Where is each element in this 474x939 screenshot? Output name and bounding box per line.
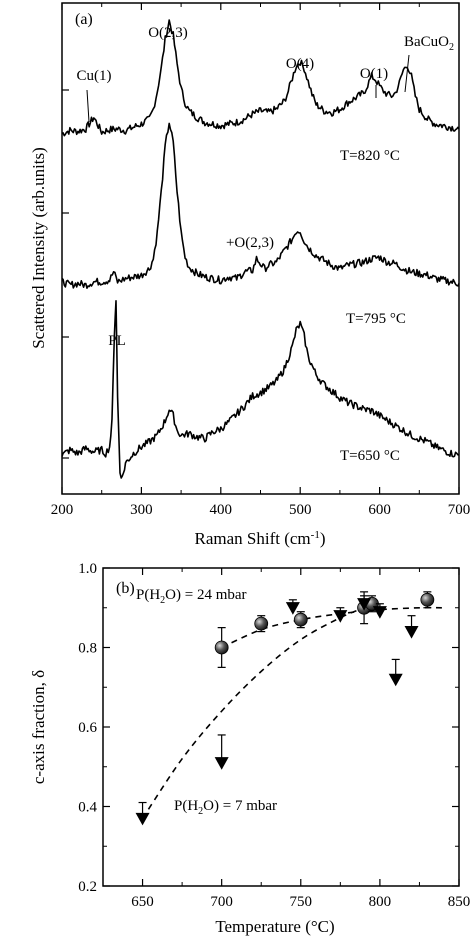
- panel-a-x-tick-label: 600: [368, 502, 391, 518]
- annotation-bacuo2: BaCuO2: [404, 34, 454, 53]
- annotation-cu1: Cu(1): [77, 68, 112, 84]
- panel-b-x-axis-label: Temperature (°C): [215, 917, 334, 936]
- data-point-7mbar: [388, 658, 403, 687]
- spectrum-line: [61, 122, 460, 289]
- data-point-24mbar: [214, 627, 229, 668]
- panel-b-y-ticks: 0.2 0.4 0.6 0.8 1.0: [78, 561, 459, 895]
- data-point-24mbar: [254, 615, 269, 633]
- panel-a-x-ticks: 200 300 400 500 600 700: [51, 3, 471, 518]
- spectrum-line: [61, 300, 460, 479]
- series-label-650: T=650 °C: [340, 448, 400, 464]
- data-point-7mbar: [357, 595, 372, 611]
- panel-b-y-tick-label: 0.2: [78, 879, 97, 895]
- annotation-pl: PL: [108, 333, 126, 349]
- panel-b-y-tick-label: 0.6: [78, 720, 97, 736]
- data-point-7mbar: [135, 801, 150, 826]
- data-point-7mbar: [214, 734, 229, 770]
- annotation-o23: O(2,3): [148, 25, 188, 41]
- spectrum-line: [61, 19, 460, 137]
- panel-a-x-axis-label: Raman Shift (cm-1): [195, 529, 326, 548]
- panel-b-x-tick-label: 800: [369, 894, 392, 910]
- panel-b-frame: [102, 567, 460, 887]
- panel-a-x-tick-label: 400: [210, 502, 233, 518]
- annotation-bacuo2-pointer: [404, 54, 410, 93]
- panel-b-x-tick-label: 700: [210, 894, 233, 910]
- data-point-7mbar: [285, 599, 300, 615]
- panel-a-x-tick-label: 200: [51, 502, 74, 518]
- data-point-7mbar: [333, 607, 348, 623]
- panel-b-y-tick-label: 1.0: [78, 561, 97, 577]
- panel-b-x-ticks: 650 700 750 800 850: [102, 568, 471, 910]
- panel-b-x-tick-label: 750: [290, 894, 313, 910]
- annotation-o1: O(1): [360, 66, 388, 82]
- panel-b-y-tick-label: 0.4: [78, 800, 97, 816]
- annotation-plus-o23: +O(2,3): [226, 235, 274, 251]
- legend-24mbar: P(H2O) = 24 mbar: [136, 587, 247, 606]
- panel-b-fit-curves: [141, 606, 444, 819]
- panel-a-x-tick-label: 300: [130, 502, 153, 518]
- panel-b-y-tick-label: 0.8: [78, 641, 97, 657]
- panel-b-label: (b): [116, 580, 135, 597]
- panel-b-x-tick-label: 850: [448, 894, 471, 910]
- panel-a-y-axis-label: Scattered Intensity (arb.units): [29, 147, 48, 349]
- series-label-820: T=820 °C: [340, 148, 400, 164]
- data-point-24mbar: [293, 611, 308, 629]
- data-point-7mbar: [404, 615, 419, 639]
- panel-a: (a) 200 300 400 500 600 700 Raman Shift (cm-1…: [29, 2, 471, 548]
- panel-b: (b) 650 700 750 800 850 0.2 0.4 0.6 0.8 1.0 Temp…: [29, 561, 470, 936]
- panel-b-x-tick-label: 650: [131, 894, 154, 910]
- panel-b-data-points: [135, 591, 435, 826]
- data-point-7mbar: [372, 603, 387, 619]
- annotation-o4: O(4): [286, 56, 314, 72]
- fit-curve: [141, 607, 365, 819]
- data-point-24mbar: [420, 591, 435, 609]
- panel-b-y-axis-label: c-axis fraction, δ: [29, 670, 48, 784]
- series-label-795: T=795 °C: [346, 311, 406, 327]
- panel-a-x-tick-label: 700: [448, 502, 471, 518]
- legend-7mbar: P(H2O) = 7 mbar: [174, 798, 277, 817]
- panel-a-y-ticks: [62, 89, 69, 459]
- annotation-cu1-pointer: [86, 89, 90, 123]
- panel-a-spectra: [61, 19, 460, 479]
- panel-a-x-tick-label: 500: [289, 502, 312, 518]
- panel-a-label: (a): [75, 11, 93, 28]
